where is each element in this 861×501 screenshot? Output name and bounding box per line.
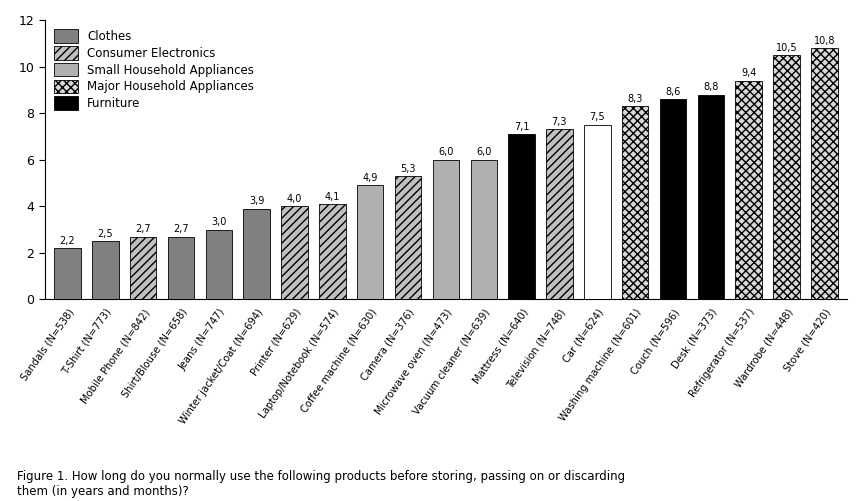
Text: 3,9: 3,9 (249, 196, 264, 206)
Text: 8,3: 8,3 (627, 94, 642, 104)
Text: Figure 1. How long do you normally use the following products before storing, pa: Figure 1. How long do you normally use t… (17, 470, 624, 498)
Text: 5,3: 5,3 (400, 164, 415, 174)
Bar (697, 95, 723, 300)
Bar (659, 99, 685, 300)
Bar (432, 160, 459, 300)
Text: 9,4: 9,4 (740, 68, 755, 78)
Text: 4,0: 4,0 (287, 194, 302, 204)
Text: 8,8: 8,8 (703, 82, 717, 92)
Text: 10,8: 10,8 (813, 36, 834, 46)
Bar (621, 106, 647, 300)
Text: 6,0: 6,0 (437, 147, 453, 157)
Text: 2,7: 2,7 (173, 224, 189, 234)
Text: 7,3: 7,3 (551, 117, 567, 127)
Bar (356, 185, 383, 300)
Bar (508, 134, 534, 300)
Bar (319, 204, 345, 300)
Text: 7,5: 7,5 (589, 112, 604, 122)
Text: 4,1: 4,1 (325, 192, 340, 201)
Bar (772, 55, 799, 300)
Text: 3,0: 3,0 (211, 217, 226, 227)
Bar (470, 160, 497, 300)
Text: 10,5: 10,5 (775, 43, 796, 53)
Text: 2,5: 2,5 (97, 229, 113, 239)
Bar (394, 176, 421, 300)
Legend: Clothes, Consumer Electronics, Small Household Appliances, Major Household Appli: Clothes, Consumer Electronics, Small Hou… (51, 26, 257, 114)
Bar (54, 248, 81, 300)
Bar (734, 81, 761, 300)
Bar (810, 48, 837, 300)
Bar (546, 129, 572, 300)
Text: 2,7: 2,7 (135, 224, 151, 234)
Text: 2,2: 2,2 (59, 236, 75, 246)
Bar (243, 208, 269, 300)
Bar (206, 229, 232, 300)
Text: 7,1: 7,1 (513, 122, 529, 132)
Bar (168, 236, 194, 300)
Text: 8,6: 8,6 (665, 87, 680, 97)
Bar (584, 125, 610, 300)
Bar (281, 206, 307, 300)
Bar (92, 241, 119, 300)
Text: 6,0: 6,0 (475, 147, 491, 157)
Bar (130, 236, 157, 300)
Text: 4,9: 4,9 (362, 173, 377, 183)
